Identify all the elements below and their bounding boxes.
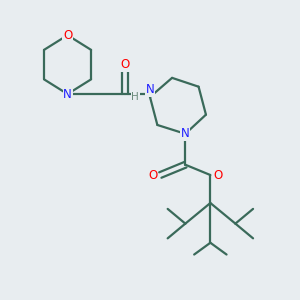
Text: O: O (120, 58, 130, 71)
Text: O: O (63, 29, 72, 42)
Text: H: H (131, 92, 139, 102)
Text: N: N (63, 88, 72, 100)
Text: O: O (213, 169, 222, 182)
Text: O: O (148, 169, 158, 182)
Text: N: N (146, 83, 154, 96)
Text: N: N (181, 127, 190, 140)
